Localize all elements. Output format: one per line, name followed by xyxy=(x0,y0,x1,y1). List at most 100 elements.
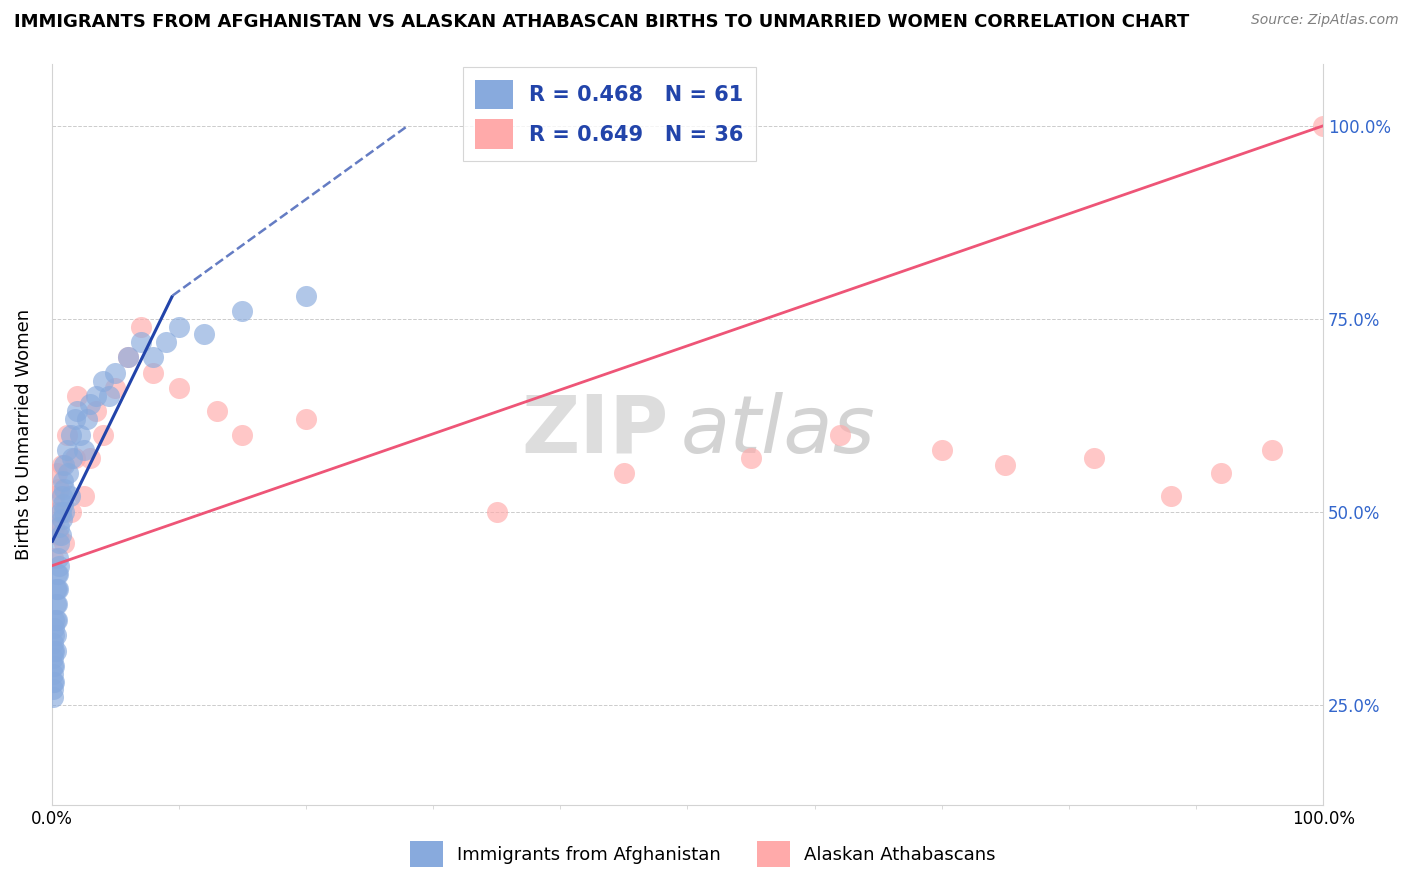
Point xyxy=(1083,450,1105,465)
Point xyxy=(49,528,72,542)
Point xyxy=(53,482,76,496)
Text: IMMIGRANTS FROM AFGHANISTAN VS ALASKAN ATHABASCAN BIRTHS TO UNMARRIED WOMEN CORR: IMMIGRANTS FROM AFGHANISTAN VS ALASKAN A… xyxy=(14,13,1189,31)
Point xyxy=(48,482,70,496)
Point xyxy=(45,628,67,642)
Point xyxy=(828,427,851,442)
Point xyxy=(53,505,76,519)
Point xyxy=(58,489,80,503)
Point xyxy=(63,450,86,465)
Point xyxy=(44,674,66,689)
Point xyxy=(44,628,66,642)
Point xyxy=(72,489,94,503)
Point xyxy=(44,489,66,503)
Point xyxy=(53,458,76,473)
Point xyxy=(205,404,228,418)
Point xyxy=(52,497,75,511)
Point xyxy=(155,334,177,349)
Point xyxy=(231,427,253,442)
Point xyxy=(613,466,636,480)
Point xyxy=(60,450,83,465)
Text: atlas: atlas xyxy=(681,392,876,470)
Point xyxy=(49,505,72,519)
Point xyxy=(42,636,65,650)
Point xyxy=(46,582,69,596)
Point xyxy=(84,389,107,403)
Point xyxy=(45,466,67,480)
Point xyxy=(45,598,67,612)
Point xyxy=(45,613,67,627)
Point xyxy=(48,520,70,534)
Point xyxy=(1261,442,1284,457)
Point xyxy=(45,613,67,627)
Y-axis label: Births to Unmarried Women: Births to Unmarried Women xyxy=(15,309,32,560)
Point xyxy=(42,651,65,665)
Point xyxy=(45,582,67,596)
Point xyxy=(44,520,66,534)
Point xyxy=(44,643,66,657)
Point xyxy=(42,643,65,657)
Point xyxy=(66,404,89,418)
Point xyxy=(117,351,139,365)
Point xyxy=(44,659,66,673)
Point xyxy=(44,621,66,635)
Point xyxy=(167,381,190,395)
Point xyxy=(97,389,120,403)
Point xyxy=(45,598,67,612)
Point xyxy=(76,412,98,426)
Point xyxy=(69,427,91,442)
Point xyxy=(295,288,318,302)
Point xyxy=(52,474,75,488)
Point xyxy=(1211,466,1233,480)
Point xyxy=(79,397,101,411)
Text: ZIP: ZIP xyxy=(522,392,668,470)
Point xyxy=(42,674,65,689)
Point xyxy=(117,351,139,365)
Point xyxy=(740,450,762,465)
Point xyxy=(84,404,107,418)
Point xyxy=(42,666,65,681)
Point xyxy=(42,682,65,697)
Point xyxy=(142,351,165,365)
Point xyxy=(42,659,65,673)
Point xyxy=(45,566,67,581)
Point xyxy=(1312,119,1334,133)
Point xyxy=(56,427,79,442)
Point xyxy=(53,535,76,549)
Point xyxy=(45,643,67,657)
Point xyxy=(51,458,73,473)
Point xyxy=(56,442,79,457)
Point xyxy=(48,535,70,549)
Point xyxy=(931,442,953,457)
Text: Source: ZipAtlas.com: Source: ZipAtlas.com xyxy=(1251,13,1399,28)
Point xyxy=(295,412,318,426)
Point xyxy=(45,582,67,596)
Point xyxy=(104,366,127,380)
Point xyxy=(46,551,69,566)
Point xyxy=(51,512,73,526)
Point xyxy=(91,374,114,388)
Legend: R = 0.468   N = 61, R = 0.649   N = 36: R = 0.468 N = 61, R = 0.649 N = 36 xyxy=(463,67,756,161)
Point xyxy=(193,327,215,342)
Point xyxy=(66,389,89,403)
Legend: Immigrants from Afghanistan, Alaskan Athabascans: Immigrants from Afghanistan, Alaskan Ath… xyxy=(404,834,1002,874)
Point xyxy=(129,319,152,334)
Point xyxy=(46,566,69,581)
Point xyxy=(59,427,82,442)
Point xyxy=(46,528,69,542)
Point xyxy=(72,442,94,457)
Point xyxy=(167,319,190,334)
Point xyxy=(142,366,165,380)
Point xyxy=(79,450,101,465)
Point xyxy=(48,558,70,573)
Point xyxy=(51,489,73,503)
Point xyxy=(42,690,65,704)
Point xyxy=(129,334,152,349)
Point xyxy=(59,505,82,519)
Point xyxy=(231,304,253,318)
Point xyxy=(104,381,127,395)
Point xyxy=(63,412,86,426)
Point xyxy=(994,458,1017,473)
Point xyxy=(485,505,508,519)
Point xyxy=(58,466,80,480)
Point xyxy=(1160,489,1182,503)
